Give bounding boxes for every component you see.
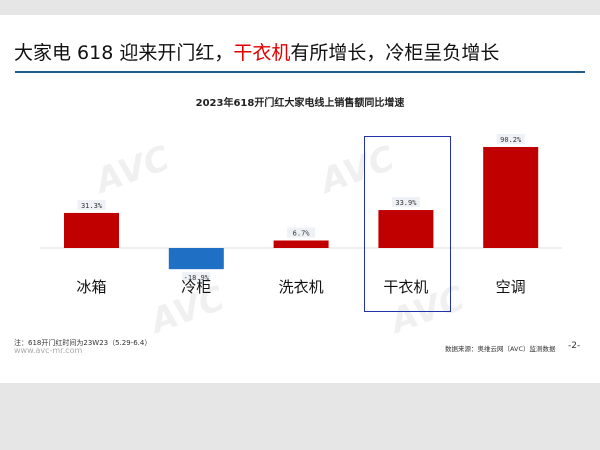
bar-冷柜 <box>168 248 224 270</box>
bar-空调 <box>483 146 539 248</box>
data-label-bg <box>77 199 106 210</box>
data-label-bg <box>182 272 211 283</box>
data-label: 90.2% <box>500 136 522 144</box>
title-part: 大家电 618 迎来开门红， <box>14 42 234 64</box>
data-label: -18.9% <box>184 274 210 282</box>
bar-冰箱 <box>64 212 119 248</box>
data-label: 31.3% <box>81 202 103 210</box>
data-source: 数据来源：奥维云网（AVC）监测数据 <box>445 345 556 353</box>
website-url: www.avc-mr.com <box>14 346 83 355</box>
data-label: 6.7% <box>293 229 311 237</box>
bar-干衣机 <box>378 210 434 248</box>
page-number: -2- <box>568 341 581 351</box>
title-part: 有所增长，冷柜呈负增长 <box>290 42 500 64</box>
highlight-box <box>364 136 451 312</box>
chart-title: 2023年618开门红大家电线上销售额同比增速 <box>195 98 405 109</box>
category-label: 空调 <box>495 278 526 296</box>
category-label: 洗衣机 <box>278 278 324 296</box>
title-highlight: 干衣机 <box>233 42 291 64</box>
title-divider <box>15 71 585 73</box>
data-label: 33.9% <box>395 199 417 207</box>
data-label-bg <box>496 133 525 144</box>
footnote: 注：618开门红时间为23W23（5.29-6.4） <box>14 339 152 347</box>
category-label: 冰箱 <box>76 278 107 296</box>
bar-洗衣机 <box>273 240 329 248</box>
data-label-bg <box>391 197 420 208</box>
category-label: 干衣机 <box>383 278 429 296</box>
data-label-bg <box>287 227 316 238</box>
slide-title: 大家电 618 迎来开门红，干衣机有所增长，冷柜呈负增长 <box>14 38 499 65</box>
category-label: 冷柜 <box>181 278 212 296</box>
